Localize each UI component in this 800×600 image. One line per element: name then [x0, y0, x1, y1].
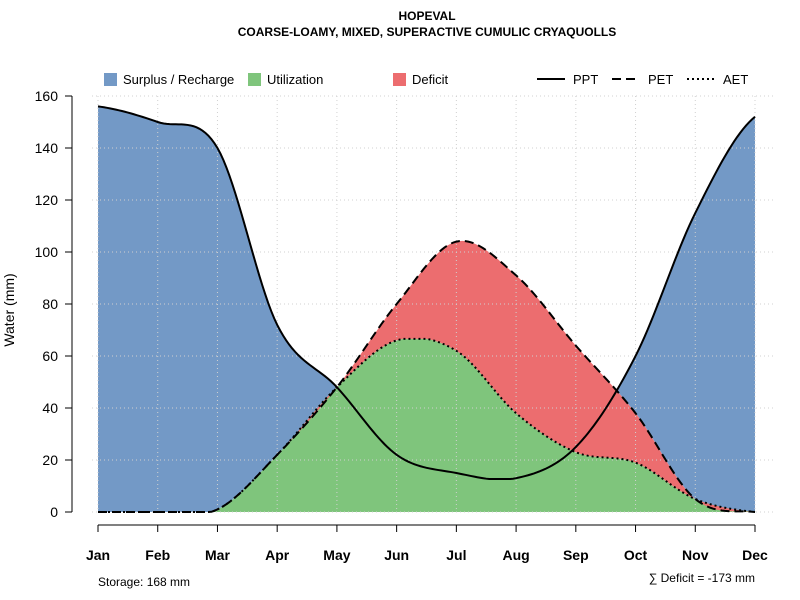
y-tick-label: 140	[35, 140, 59, 156]
x-tick-label: Jan	[86, 547, 110, 563]
y-tick-label: 0	[50, 504, 58, 520]
x-tick-label: Dec	[742, 547, 768, 563]
x-tick-label: Jul	[446, 547, 466, 563]
deficit-area	[98, 240, 755, 513]
chart-title: HOPEVAL	[398, 9, 455, 23]
legend-swatch	[393, 73, 406, 86]
legend-label: Utilization	[267, 72, 323, 87]
y-tick-label: 80	[42, 296, 58, 312]
series-line-aet	[98, 337, 756, 513]
y-axis-label: Water (mm)	[1, 273, 17, 346]
x-tick-label: Sep	[563, 547, 589, 563]
deficit-note: ∑ Deficit = -173 mm	[649, 571, 755, 585]
legend: Surplus / Recharge Utilization Deficit PPT P…	[104, 72, 748, 87]
grid-lines	[92, 95, 775, 513]
axes: 0 20 40 60 80 100 120 140 160 Jan Feb Mar Apr May Jun J…	[35, 88, 768, 563]
x-tick-label: Feb	[145, 547, 170, 563]
series-line-ppt	[97, 105, 756, 480]
storage-note: Storage: 168 mm	[98, 575, 190, 589]
series-line-pet	[98, 239, 756, 513]
legend-label: Deficit	[412, 72, 449, 87]
x-tick-label: Oct	[624, 547, 648, 563]
x-tick-label: Mar	[205, 547, 230, 563]
x-tick-label: Aug	[502, 547, 529, 563]
chart-subtitle: COARSE-LOAMY, MIXED, SUPERACTIVE CUMULIC…	[238, 25, 616, 39]
x-tick-label: May	[323, 547, 350, 563]
y-tick-label: 160	[35, 88, 59, 104]
x-tick-label: Nov	[682, 547, 709, 563]
legend-label: Surplus / Recharge	[123, 72, 234, 87]
utilization-area	[98, 338, 755, 512]
legend-swatch	[248, 73, 261, 86]
x-tick-label: Apr	[265, 547, 290, 563]
legend-swatch	[104, 73, 117, 86]
surplus-area	[98, 106, 755, 513]
y-tick-label: 40	[42, 400, 58, 416]
area-fills	[98, 106, 755, 513]
y-tick-label: 120	[35, 192, 59, 208]
y-tick-label: 60	[42, 348, 58, 364]
legend-label: PPT	[573, 72, 598, 87]
x-tick-label: Jun	[384, 547, 409, 563]
series-lines	[97, 105, 756, 513]
y-tick-label: 20	[42, 452, 58, 468]
y-tick-label: 100	[35, 244, 59, 260]
legend-label: AET	[723, 72, 748, 87]
legend-label: PET	[648, 72, 673, 87]
